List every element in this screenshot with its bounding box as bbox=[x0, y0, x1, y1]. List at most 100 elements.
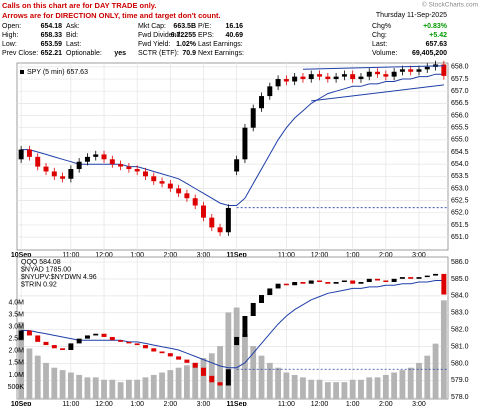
candle-body bbox=[441, 273, 447, 295]
x-tick-label: 12:00 bbox=[95, 252, 113, 259]
candle-body bbox=[159, 351, 165, 354]
x-tick-label: 3:00 bbox=[412, 252, 426, 259]
volume-bar bbox=[18, 321, 25, 399]
volume-tick-label: 2.0M bbox=[8, 348, 24, 355]
y-tick-label: 655.0 bbox=[451, 137, 469, 144]
candle-body bbox=[242, 127, 248, 160]
x-tick-label: 11:00 bbox=[278, 401, 295, 406]
candle-body bbox=[68, 343, 74, 350]
volume-bar bbox=[300, 377, 306, 399]
volume-bar bbox=[150, 374, 157, 399]
quote-value: 16.16 bbox=[225, 23, 243, 30]
candle-body bbox=[234, 159, 240, 172]
candle-body bbox=[167, 353, 173, 357]
candle-body bbox=[250, 302, 256, 316]
quote-label: Last: bbox=[66, 41, 81, 48]
quote-value: 6.72255 bbox=[171, 32, 196, 39]
volume-bar bbox=[117, 382, 124, 399]
candle-body bbox=[201, 205, 206, 218]
x-tick-label: 2:00 bbox=[164, 252, 178, 259]
candle-body bbox=[317, 74, 323, 77]
candle-body bbox=[292, 76, 298, 82]
volume-bar bbox=[266, 362, 273, 399]
volume-bar bbox=[258, 355, 265, 399]
volume-bar bbox=[43, 362, 49, 399]
moving-average bbox=[21, 73, 444, 206]
volume-bar bbox=[125, 379, 132, 399]
y-tick-label: 653.0 bbox=[451, 185, 469, 192]
candle-body bbox=[43, 341, 49, 346]
x-tick-label: 1:00 bbox=[346, 252, 360, 259]
y-tick-label: 582.0 bbox=[451, 327, 469, 334]
volume-bar bbox=[341, 382, 348, 399]
y-tick-label: 654.0 bbox=[451, 161, 469, 168]
candle-body bbox=[341, 280, 347, 283]
summary-label: Chg% bbox=[372, 23, 391, 30]
candle-body bbox=[225, 207, 231, 233]
y-tick-label: 651.5 bbox=[451, 222, 469, 229]
candle-body bbox=[234, 336, 240, 346]
candle-body bbox=[184, 359, 190, 363]
trendline bbox=[302, 65, 444, 70]
candle-body bbox=[350, 74, 356, 80]
candle-body bbox=[93, 154, 99, 157]
volume-bar bbox=[134, 379, 141, 399]
quote-label: EPS: bbox=[198, 32, 214, 39]
candle-body bbox=[84, 335, 90, 339]
volume-bar bbox=[416, 362, 422, 399]
candle-body bbox=[151, 348, 157, 352]
x-tick-label: 1:00 bbox=[130, 252, 144, 259]
candle-body bbox=[283, 283, 289, 286]
quote-label: Open: bbox=[2, 23, 21, 30]
candle-body bbox=[142, 345, 148, 349]
volume-bar bbox=[242, 334, 248, 399]
quote-value: 70.9 bbox=[182, 50, 196, 57]
plot-area bbox=[16, 62, 449, 251]
quote-value: 658.33 bbox=[41, 32, 63, 39]
candle-body bbox=[142, 171, 148, 177]
y-tick-label: 581.0 bbox=[451, 343, 469, 350]
legend-label: SPY (5 min) 657.63 bbox=[27, 69, 88, 76]
candle-body bbox=[375, 278, 381, 281]
candle-body bbox=[76, 161, 82, 170]
quote-value: 652.21 bbox=[41, 50, 63, 57]
volume-bar bbox=[92, 377, 99, 399]
candle-body bbox=[84, 156, 90, 162]
quote-value: 1.02% bbox=[176, 41, 197, 48]
volume-bar bbox=[200, 358, 207, 399]
volume-bar bbox=[109, 379, 116, 399]
y-tick-label: 652.5 bbox=[451, 197, 469, 204]
candle-body bbox=[159, 181, 165, 184]
volume-bar bbox=[316, 379, 323, 399]
volume-bar bbox=[59, 370, 66, 399]
quote-value: yes bbox=[114, 50, 126, 57]
trendline bbox=[311, 84, 444, 102]
x-tick-label: 10Sep bbox=[11, 401, 32, 406]
volume-bar bbox=[101, 379, 107, 399]
volume-bar bbox=[324, 382, 331, 399]
candle-body bbox=[250, 108, 256, 128]
volume-bar bbox=[308, 379, 315, 399]
candle-body bbox=[308, 280, 314, 284]
candle-body bbox=[317, 280, 323, 283]
volume-bar bbox=[391, 372, 398, 399]
candle-body bbox=[325, 76, 331, 80]
volume-bar bbox=[432, 343, 439, 399]
volume-bar bbox=[407, 367, 414, 399]
legend-label: $TRIN 0.92 bbox=[21, 281, 57, 288]
candle-body bbox=[109, 336, 115, 341]
candle-body bbox=[259, 96, 264, 109]
candle-body bbox=[283, 79, 289, 82]
x-tick-label: 12:00 bbox=[311, 401, 329, 406]
volume-bar bbox=[366, 377, 373, 399]
candle-body bbox=[209, 217, 215, 228]
quote-label: Fwd Yield: bbox=[138, 41, 170, 48]
candle-body bbox=[366, 278, 372, 283]
candle-body bbox=[167, 183, 173, 189]
quote-date: Thursday 11-Sep-2025 bbox=[376, 12, 447, 19]
y-tick-label: 656.5 bbox=[451, 100, 469, 107]
candle-body bbox=[35, 335, 41, 342]
candle-body bbox=[60, 176, 66, 179]
quote-value: 40.69 bbox=[225, 32, 243, 39]
